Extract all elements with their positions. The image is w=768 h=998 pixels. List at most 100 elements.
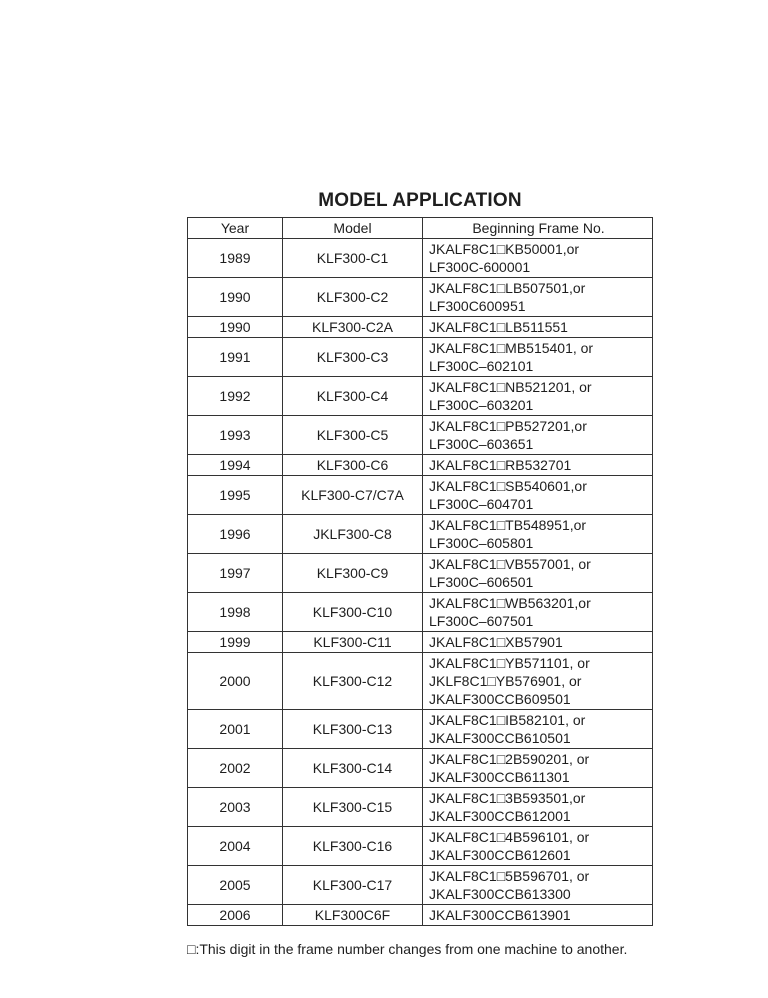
cell-frame: JKALF8C1□PB527201,or LF300C–603651	[422, 415, 653, 455]
frame-number-line: JKALF8C1□IB582101, or	[429, 712, 586, 728]
frame-number-line: JKALF8C1□NB521201, or	[429, 379, 592, 395]
cell-year: 1992	[187, 376, 283, 416]
cell-year: 1999	[187, 631, 283, 653]
table-row: 1999 KLF300-C11 JKALF8C1□XB57901	[187, 631, 653, 653]
frame-number-line: JKALF8C1□4B596101, or	[429, 829, 590, 845]
cell-model: KLF300-C13	[282, 709, 423, 749]
table-row: 1990 KLF300-C2A JKALF8C1□LB511551	[187, 316, 653, 338]
cell-frame: JKALF8C1□IB582101, or JKALF300CCB610501	[422, 709, 653, 749]
frame-number-line: JKLF8C1□YB576901, or	[429, 673, 582, 689]
cell-year: 2006	[187, 904, 283, 926]
frame-number-line: LF300C–604701	[429, 496, 534, 512]
page-content: MODEL APPLICATION Year Model Beginning F…	[187, 189, 653, 958]
frame-number-line: LF300C–607501	[429, 613, 534, 629]
cell-year: 2002	[187, 748, 283, 788]
cell-year: 1995	[187, 475, 283, 515]
cell-year: 2003	[187, 787, 283, 827]
frame-number-line: JKALF8C1□RB532701	[429, 457, 572, 473]
table-row: 2000 KLF300-C12 JKALF8C1□YB571101, or JKLF8…	[187, 652, 653, 710]
frame-number-line: JKALF8C1□MB515401, or	[429, 340, 594, 356]
cell-frame: JKALF8C1□3B593501,or JKALF300CCB612001	[422, 787, 653, 827]
cell-frame: JKALF8C1□KB50001,or LF300C-600001	[422, 238, 653, 278]
cell-model: KLF300-C1	[282, 238, 423, 278]
cell-frame: JKALF8C1□4B596101, or JKALF300CCB612601	[422, 826, 653, 866]
frame-number-line: LF300C–602101	[429, 358, 534, 374]
table-row: 2001 KLF300-C13 JKALF8C1□IB582101, or JKALF…	[187, 709, 653, 749]
frame-number-line: JKALF8C1□YB571101, or	[429, 655, 590, 671]
frame-number-line: LF300C600951	[429, 298, 526, 314]
frame-number-line: JKALF300CCB609501	[429, 691, 571, 707]
header-year: Year	[187, 217, 283, 239]
cell-year: 1993	[187, 415, 283, 455]
cell-model: KLF300-C10	[282, 592, 423, 632]
cell-year: 1996	[187, 514, 283, 554]
frame-number-line: LF300C–605801	[429, 535, 534, 551]
frame-number-line: JKALF300CCB611301	[429, 769, 570, 785]
table-row: 2003 KLF300-C15 JKALF8C1□3B593501,or JKALF3…	[187, 787, 653, 827]
cell-frame: JKALF8C1□LB507501,or LF300C600951	[422, 277, 653, 317]
cell-year: 1990	[187, 277, 283, 317]
table-row: 2005 KLF300-C17 JKALF8C1□5B596701, or JKALF…	[187, 865, 653, 905]
frame-number-line: JKALF8C1□2B590201, or	[429, 751, 590, 767]
cell-year: 1990	[187, 316, 283, 338]
cell-model: KLF300-C16	[282, 826, 423, 866]
table-row: 1998 KLF300-C10 JKALF8C1□WB563201,or LF300C…	[187, 592, 653, 632]
cell-frame: JKALF8C1□MB515401, or LF300C–602101	[422, 337, 653, 377]
cell-year: 1994	[187, 454, 283, 476]
table-row: 1995 KLF300-C7/C7A JKALF8C1□SB540601,or LF3…	[187, 475, 653, 515]
cell-frame: JKALF8C1□TB548951,or LF300C–605801	[422, 514, 653, 554]
table-body: 1989 KLF300-C1 JKALF8C1□KB50001,or LF300C-6…	[187, 238, 653, 926]
frame-number-line: LF300C-600001	[429, 259, 531, 275]
table-row: 1994 KLF300-C6 JKALF8C1□RB532701	[187, 454, 653, 476]
cell-frame: JKALF8C1□VB557001, or LF300C–606501	[422, 553, 653, 593]
table-row: 2002 KLF300-C14 JKALF8C1□2B590201, or JKALF…	[187, 748, 653, 788]
cell-frame: JKALF8C1□2B590201, or JKALF300CCB611301	[422, 748, 653, 788]
cell-frame: JKALF300CCB613901	[422, 904, 653, 926]
cell-model: KLF300-C4	[282, 376, 423, 416]
cell-frame: JKALF8C1□YB571101, or JKLF8C1□YB576901, o…	[422, 652, 653, 710]
cell-year: 2000	[187, 652, 283, 710]
cell-model: KLF300-C5	[282, 415, 423, 455]
footnote: □:This digit in the frame number changes…	[187, 941, 628, 957]
table-row: 2006 KLF300C6F JKALF300CCB613901	[187, 904, 653, 926]
frame-number-line: JKALF8C1□5B596701, or	[429, 868, 590, 884]
cell-model: KLF300-C2	[282, 277, 423, 317]
table-header-row: Year Model Beginning Frame No.	[187, 217, 653, 239]
cell-model: KLF300-C14	[282, 748, 423, 788]
cell-year: 1998	[187, 592, 283, 632]
table-row: 1990 KLF300-C2 JKALF8C1□LB507501,or LF300C6…	[187, 277, 653, 317]
page-title: MODEL APPLICATION	[318, 190, 522, 211]
frame-number-line: LF300C–606501	[429, 574, 534, 590]
frame-number-line: JKALF300CCB612601	[429, 847, 571, 863]
table-row: 2004 KLF300-C16 JKALF8C1□4B596101, or JKALF…	[187, 826, 653, 866]
header-model: Model	[282, 217, 423, 239]
table-row: 1996 JKLF300-C8 JKALF8C1□TB548951,or LF300C…	[187, 514, 653, 554]
frame-number-line: JKALF8C1□TB548951,or	[429, 517, 587, 533]
cell-model: KLF300-C9	[282, 553, 423, 593]
frame-number-line: JKALF300CCB613901	[429, 907, 571, 923]
frame-number-line: JKALF8C1□SB540601,or	[429, 478, 587, 494]
frame-number-line: LF300C–603201	[429, 397, 534, 413]
frame-number-line: JKALF8C1□PB527201,or	[429, 418, 587, 434]
cell-frame: JKALF8C1□WB563201,or LF300C–607501	[422, 592, 653, 632]
cell-model: KLF300-C3	[282, 337, 423, 377]
cell-model: KLF300C6F	[282, 904, 423, 926]
table-row: 1993 KLF300-C5 JKALF8C1□PB527201,or LF300C–…	[187, 415, 653, 455]
cell-year: 2004	[187, 826, 283, 866]
cell-year: 2001	[187, 709, 283, 749]
frame-number-line: JKALF300CCB613300	[429, 886, 571, 902]
cell-model: KLF300-C11	[282, 631, 423, 653]
frame-number-line: JKALF8C1□VB557001, or	[429, 556, 591, 572]
frame-number-line: JKALF8C1□LB511551	[429, 319, 568, 335]
table-row: 1997 KLF300-C9 JKALF8C1□VB557001, or LF300C…	[187, 553, 653, 593]
frame-number-line: JKALF8C1□WB563201,or	[429, 595, 591, 611]
cell-model: KLF300-C17	[282, 865, 423, 905]
frame-number-line: JKALF300CCB610501	[429, 730, 571, 746]
cell-frame: JKALF8C1□SB540601,or LF300C–604701	[422, 475, 653, 515]
frame-number-line: JKALF8C1□XB57901	[429, 634, 563, 650]
cell-frame: JKALF8C1□LB511551	[422, 316, 653, 338]
frame-number-line: JKALF300CCB612001	[429, 808, 571, 824]
cell-frame: JKALF8C1□NB521201, or LF300C–603201	[422, 376, 653, 416]
cell-model: KLF300-C7/C7A	[282, 475, 423, 515]
frame-number-line: JKALF8C1□KB50001,or	[429, 241, 580, 257]
